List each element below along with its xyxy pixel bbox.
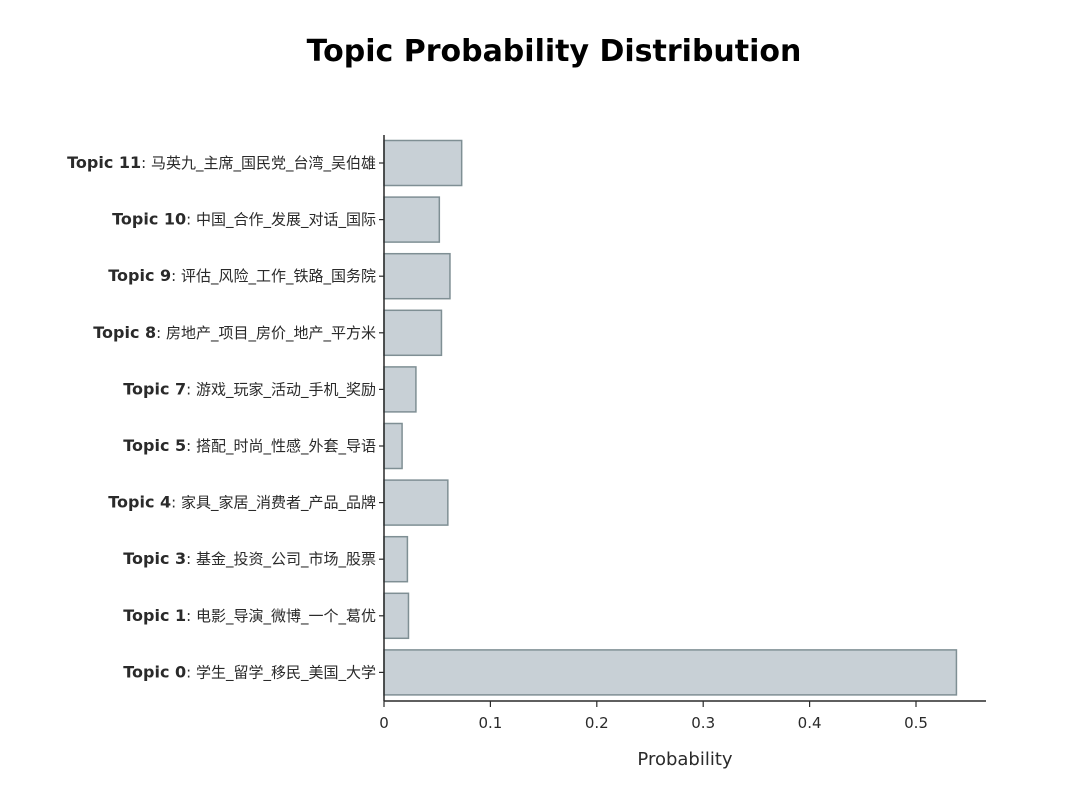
category-words: 马英九_主席_国民党_台湾_吴伯雄 [151, 154, 376, 173]
bars-group [383, 139, 958, 696]
category-topic: Topic 11 [67, 153, 141, 172]
category-separator: : [186, 211, 196, 229]
category-label: Topic 1: 电影_导演_微博_一个_葛优 [123, 606, 376, 626]
category-words: 中国_合作_发展_对话_国际 [196, 211, 376, 230]
bar-topic-1 [383, 592, 410, 640]
category-separator: : [141, 154, 151, 172]
category-label: Topic 3: 基金_投资_公司_市场_股票 [123, 549, 376, 569]
category-separator: : [186, 607, 196, 625]
category-words: 房地产_项目_房价_地产_平方米 [166, 324, 376, 343]
category-topic: Topic 1 [123, 606, 186, 625]
category-topic: Topic 7 [123, 379, 186, 398]
bar-topic-4 [383, 479, 449, 526]
category-labels: Topic 11: 马英九_主席_国民党_台湾_吴伯雄 Topic 10: 中国_… [67, 153, 384, 682]
category-label: Topic 5: 搭配_时尚_性感_外套_导语 [123, 436, 376, 456]
category-label: Topic 4: 家具_家居_消费者_产品_品牌 [108, 493, 376, 513]
category-words: 基金_投资_公司_市场_股票 [196, 550, 376, 569]
category-topic: Topic 3 [123, 549, 186, 568]
category-label: Topic 11: 马英九_主席_国民党_台湾_吴伯雄 [67, 153, 376, 173]
category-separator: : [171, 267, 181, 285]
category-topic: Topic 0 [123, 662, 186, 681]
category-separator: : [171, 494, 181, 512]
x-tick-label: 0.5 [904, 714, 928, 732]
bar-topic-0 [383, 649, 958, 696]
category-separator: : [186, 663, 196, 681]
bar-topic-5 [383, 422, 403, 470]
category-topic: Topic 5 [123, 436, 186, 455]
x-tick-label: 0.2 [585, 714, 609, 732]
bar-topic-3 [383, 535, 409, 583]
bar-topic-10 [383, 196, 441, 243]
category-topic: Topic 4 [108, 493, 171, 512]
bar-topic-7 [383, 366, 417, 413]
category-label: Topic 8: 房地产_项目_房价_地产_平方米 [93, 323, 376, 343]
x-tick-label: 0.4 [798, 714, 822, 732]
category-separator: : [156, 324, 166, 342]
category-separator: : [186, 380, 196, 398]
bar-topic-9 [383, 252, 451, 300]
category-label: Topic 9: 评估_风险_工作_铁路_国务院 [108, 266, 376, 286]
category-words: 学生_留学_移民_美国_大学 [196, 663, 376, 682]
category-words: 搭配_时尚_性感_外套_导语 [196, 437, 376, 456]
category-separator: : [186, 550, 196, 568]
x-axis-ticks: 0 0.1 0.2 0.3 0.4 0.5 [379, 701, 928, 732]
x-tick-label: 0.1 [478, 714, 502, 732]
category-separator: : [186, 437, 196, 455]
category-words: 评估_风险_工作_铁路_国务院 [181, 267, 376, 286]
category-label: Topic 7: 游戏_玩家_活动_手机_奖励 [123, 379, 376, 399]
category-topic: Topic 9 [108, 266, 171, 285]
category-label: Topic 10: 中国_合作_发展_对话_国际 [112, 210, 376, 230]
chart-title: Topic Probability Distribution [307, 34, 802, 69]
x-tick-label: 0 [379, 714, 389, 732]
bar-topic-8 [383, 309, 443, 357]
x-tick-label: 0.3 [691, 714, 715, 732]
bar-topic-11 [383, 139, 463, 187]
category-words: 游戏_玩家_活动_手机_奖励 [196, 380, 376, 399]
category-words: 电影_导演_微博_一个_葛优 [196, 607, 376, 626]
category-topic: Topic 10 [112, 210, 186, 229]
x-axis-label: Probability [637, 749, 732, 770]
category-words: 家具_家居_消费者_产品_品牌 [181, 494, 376, 513]
category-topic: Topic 8 [93, 323, 156, 342]
category-label: Topic 0: 学生_留学_移民_美国_大学 [123, 662, 376, 682]
